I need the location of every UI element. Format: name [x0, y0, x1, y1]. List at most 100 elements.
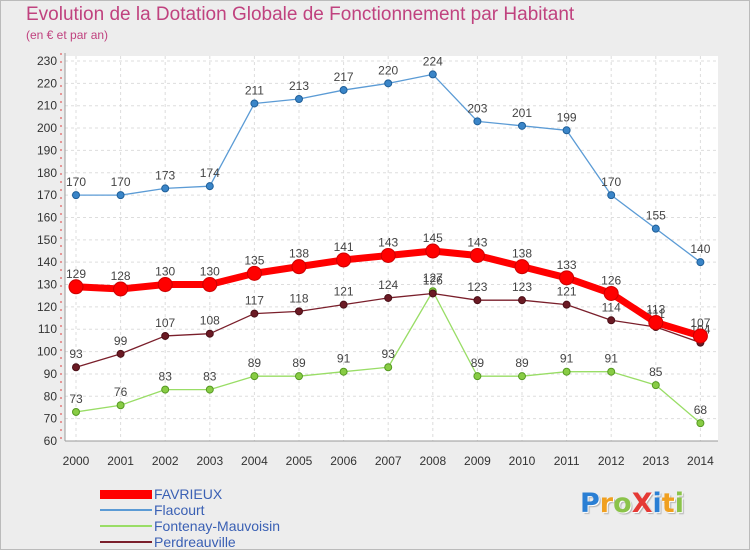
data-point [607, 367, 616, 376]
data-point [473, 296, 482, 305]
data-point [696, 258, 705, 267]
data-label: 130 [200, 265, 220, 279]
data-label: 145 [423, 231, 443, 245]
data-label: 89 [471, 356, 485, 370]
data-point [384, 79, 393, 88]
y-tick-label: 70 [44, 412, 58, 426]
y-tick-label: 210 [37, 99, 57, 113]
data-label: 173 [155, 168, 175, 182]
data-point [384, 363, 393, 372]
x-tick-label: 2012 [598, 454, 625, 468]
data-point [562, 126, 571, 135]
legend-label: Flacourt [154, 502, 205, 518]
data-point [518, 296, 526, 305]
data-label: 130 [155, 265, 175, 279]
data-label: 83 [159, 370, 173, 384]
data-label: 121 [334, 285, 354, 299]
x-tick-label: 2004 [241, 454, 268, 468]
data-point [161, 385, 170, 394]
x-tick-label: 2000 [63, 454, 90, 468]
data-label: 85 [649, 365, 663, 379]
legend-label: FAVRIEUX [154, 486, 223, 502]
data-label: 107 [690, 316, 710, 330]
data-point [291, 259, 307, 275]
data-point [425, 243, 441, 259]
chart-title: Evolution de la Dotation Globale de Fonc… [26, 4, 575, 25]
data-point [116, 191, 125, 200]
logo-letter: P [580, 488, 600, 519]
data-point [339, 300, 348, 309]
data-label: 220 [378, 63, 398, 77]
logo-letter: i [652, 488, 662, 519]
data-label: 135 [244, 253, 264, 267]
data-point [161, 331, 170, 340]
data-label: 213 [289, 79, 309, 93]
y-tick-label: 160 [37, 210, 57, 224]
data-label: 114 [602, 300, 621, 314]
data-label: 113 [646, 303, 665, 317]
data-label: 217 [334, 70, 354, 84]
data-point [651, 224, 660, 233]
data-label: 99 [114, 334, 128, 348]
x-tick-label: 2003 [196, 454, 223, 468]
series-flacourt: 170 170 173 174 211 213 217 220 224 203 201 199 170 1… [66, 54, 711, 267]
data-label: 174 [200, 166, 220, 180]
data-point [473, 117, 482, 126]
y-tick-label: 60 [44, 434, 58, 448]
data-label: 143 [467, 235, 487, 249]
data-point [72, 407, 80, 416]
legend-label: Perdreauville [154, 534, 236, 550]
data-point [295, 372, 303, 381]
data-point [205, 385, 214, 394]
data-label: 89 [292, 356, 306, 370]
data-label: 170 [601, 175, 621, 189]
data-label: 108 [200, 314, 220, 328]
chart-subtitle: (en € et par an) [26, 28, 109, 42]
data-label: 83 [203, 370, 217, 384]
x-tick-label: 2001 [107, 454, 134, 468]
data-label: 123 [467, 280, 487, 294]
data-point [518, 121, 526, 130]
data-point [246, 265, 262, 281]
data-label: 68 [694, 403, 708, 417]
data-point [696, 419, 705, 428]
data-label: 118 [289, 291, 308, 305]
data-point [339, 367, 348, 376]
x-tick-label: 2005 [286, 454, 313, 468]
data-point [250, 309, 259, 318]
y-tick-label: 120 [37, 300, 57, 314]
y-tick-label: 100 [37, 345, 57, 359]
legend-label: Fontenay-Mauvoisin [154, 518, 281, 534]
data-point [692, 328, 708, 344]
logo-letter: t [661, 488, 675, 519]
data-label: 138 [289, 247, 309, 261]
data-label: 141 [334, 240, 354, 254]
data-label: 93 [69, 347, 83, 361]
data-point [72, 363, 80, 372]
x-tick-label: 2006 [330, 454, 357, 468]
data-point [295, 95, 303, 103]
data-point [336, 252, 352, 268]
data-point [205, 329, 214, 338]
data-point [250, 99, 259, 108]
y-tick-label: 200 [37, 121, 57, 135]
series-fontenay-mauvoisin: 73 76 83 83 89 89 91 93 127 89 89 91 91 85 68 [69, 271, 708, 428]
y-tick-label: 170 [37, 188, 57, 202]
data-point [202, 277, 218, 293]
y-tick-label: 110 [38, 322, 57, 336]
data-label: 201 [512, 106, 532, 120]
y-tick-label: 180 [37, 166, 57, 180]
logo-letter: i [674, 488, 684, 519]
y-tick-label: 130 [37, 278, 57, 292]
data-point [205, 182, 214, 191]
y-tick-label: 140 [37, 255, 57, 269]
x-tick-label: 2014 [687, 454, 714, 468]
x-tick-label: 2011 [554, 454, 580, 468]
data-label: 128 [111, 269, 131, 283]
data-label: 140 [690, 242, 710, 256]
data-label: 133 [557, 258, 577, 272]
data-point [68, 279, 84, 295]
data-point [562, 367, 571, 376]
